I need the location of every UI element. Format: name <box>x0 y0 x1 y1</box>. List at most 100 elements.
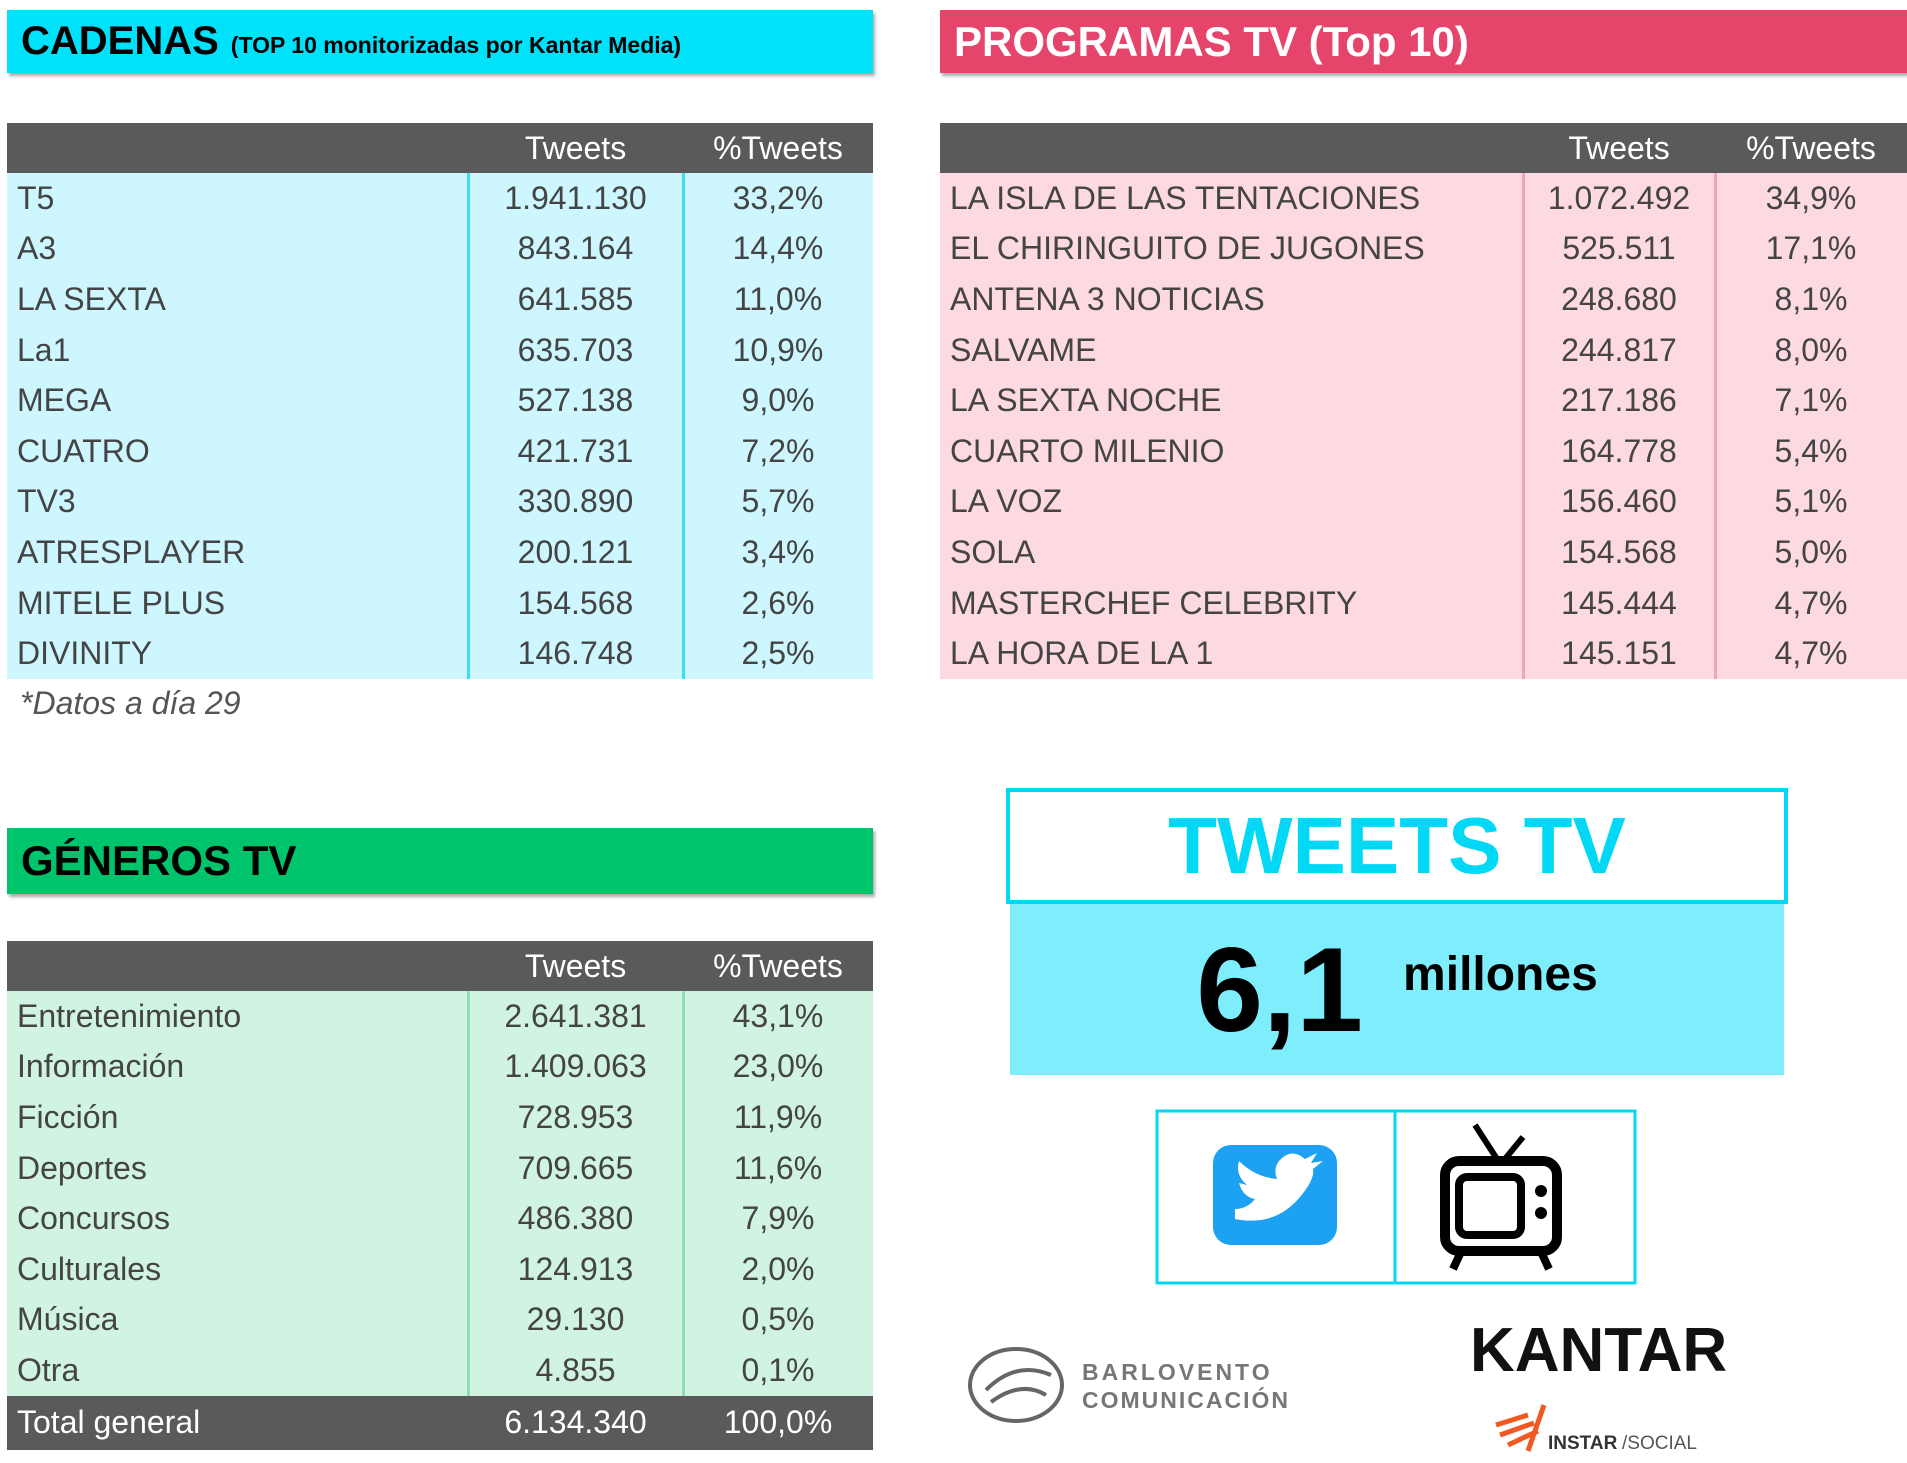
cell-value: 14,4% <box>732 230 824 267</box>
social-text: /SOCIAL <box>1622 1433 1697 1454</box>
cell-value: 244.817 <box>1561 331 1677 368</box>
row-label: ATRESPLAYER <box>17 533 246 570</box>
column-header: %Tweets <box>713 947 843 984</box>
note: *Datos a día 29 <box>20 685 241 721</box>
row-label: LA ISLA DE LAS TENTACIONES <box>950 179 1421 216</box>
row-label: Información <box>17 1048 185 1085</box>
column-divider <box>1522 173 1525 679</box>
cell-value: 486.380 <box>517 1200 634 1237</box>
cell-value: 843.164 <box>517 230 634 267</box>
row-label: MEGA <box>17 382 112 419</box>
cell-value: 0,5% <box>741 1301 815 1338</box>
cell-value: 156.460 <box>1561 483 1677 520</box>
cell-value: 5,1% <box>1774 483 1848 520</box>
total-label: Total general <box>17 1404 201 1441</box>
column-header: Tweets <box>524 947 627 984</box>
cell-value: 11,0% <box>733 280 823 317</box>
row-label: Ficción <box>17 1098 119 1135</box>
column-divider <box>467 173 470 679</box>
cell-value: 4,7% <box>1774 584 1848 621</box>
tweets-tv-title: TWEETS TV <box>1168 801 1626 890</box>
cell-value: 8,0% <box>1774 331 1848 368</box>
cell-value: 124.913 <box>517 1250 634 1287</box>
cell-value: 7,2% <box>741 432 815 469</box>
cell-value: 200.121 <box>517 533 634 570</box>
generos-header: GÉNEROS TV <box>7 828 873 894</box>
column-divider <box>682 173 685 679</box>
cell-value: 145.444 <box>1561 584 1677 621</box>
instar-text: INSTAR <box>1548 1433 1618 1454</box>
table-body <box>7 173 873 679</box>
cell-value: 0,1% <box>741 1351 815 1388</box>
column-divider <box>1714 173 1717 679</box>
column-header: Tweets <box>1568 129 1670 166</box>
cell-value: 9,0% <box>741 382 815 419</box>
column-header: %Tweets <box>713 129 843 166</box>
cell-value: 23,0% <box>732 1048 824 1085</box>
barlovento-logo: BARLOVENTO COMUNICACIÓN <box>968 1347 1290 1423</box>
cell-value: 10,9% <box>732 331 824 368</box>
cell-value: 164.778 <box>1561 432 1677 469</box>
total-value: 6.134.340 <box>504 1404 647 1441</box>
cell-value: 525.511 <box>1562 230 1676 267</box>
row-label: CUATRO <box>17 432 150 469</box>
total-value: 100,0% <box>723 1404 833 1441</box>
row-label: DIVINITY <box>17 635 153 672</box>
row-label: A3 <box>17 230 57 267</box>
row-label: Entretenimiento <box>17 997 242 1034</box>
cell-value: 1.072.492 <box>1547 179 1691 216</box>
cell-value: 248.680 <box>1561 280 1677 317</box>
icons <box>1155 1109 1637 1285</box>
cell-value: 29.130 <box>526 1301 625 1338</box>
cell-value: 34,9% <box>1765 179 1857 216</box>
cell-value: 154.568 <box>517 584 634 621</box>
row-label: LA VOZ <box>950 483 1063 520</box>
cell-value: 8,1% <box>1774 280 1848 317</box>
barlovento-line1: BARLOVENTO <box>1082 1359 1273 1385</box>
cadenas-header: CADENAS (TOP 10 monitorizadas por Kantar… <box>7 10 873 73</box>
cell-value: 7,9% <box>741 1200 815 1237</box>
cell-value: 330.890 <box>517 483 634 520</box>
row-label: TV3 <box>17 483 76 520</box>
cell-value: 2,5% <box>741 635 815 672</box>
tweets-tv-unit: millones <box>1403 948 1598 1001</box>
cell-value: 5,0% <box>1774 533 1848 570</box>
row-label: LA SEXTA <box>17 280 166 317</box>
programas-header: PROGRAMAS TV (Top 10) <box>940 10 1907 73</box>
row-label: T5 <box>17 179 55 216</box>
row-label: SOLA <box>950 533 1036 570</box>
row-label: Concursos <box>17 1200 170 1237</box>
total-row <box>7 1395 873 1450</box>
row-label: Música <box>17 1301 119 1338</box>
tweets-tv-value-box: 6,1 millones <box>1010 904 1784 1075</box>
twitter-bird <box>1235 1153 1323 1221</box>
cell-value: 154.568 <box>1561 533 1677 570</box>
kantar-logo: KANTAR <box>1470 1316 1728 1385</box>
row-label: MITELE PLUS <box>17 584 226 621</box>
row-label: LA HORA DE LA 1 <box>950 635 1214 672</box>
cell-value: 17,1% <box>1765 230 1857 267</box>
cadenas-subtitle: (TOP 10 monitorizadas por Kantar Media) <box>230 32 682 58</box>
cell-value: 728.953 <box>517 1098 634 1135</box>
tv-icon <box>1440 1123 1562 1271</box>
tweets-tv-value: 6,1 <box>1196 922 1364 1057</box>
programas-title: PROGRAMAS TV (Top 10) <box>954 17 1469 65</box>
cell-value: 43,1% <box>732 997 824 1034</box>
row-label: MASTERCHEF CELEBRITY <box>950 584 1358 621</box>
cell-value: 421.731 <box>517 432 634 469</box>
cell-value: 2,0% <box>741 1250 815 1287</box>
row-label: La1 <box>17 331 71 368</box>
cadenas-title: CADENAS <box>21 19 219 63</box>
tweets-tv-title-box: TWEETS TV <box>1006 788 1788 904</box>
table-header <box>7 123 873 173</box>
barlovento-line2: COMUNICACIÓN <box>1082 1386 1290 1413</box>
cell-value: 146.748 <box>517 635 634 672</box>
row-label: SALVAME <box>950 331 1097 368</box>
row-label: Culturales <box>17 1250 162 1287</box>
cell-value: 4,7% <box>1774 635 1848 672</box>
cell-value: 527.138 <box>517 382 634 419</box>
row-label: LA SEXTA NOCHE <box>950 382 1222 419</box>
cell-value: 7,1% <box>1774 382 1848 419</box>
row-label: Otra <box>17 1351 80 1388</box>
